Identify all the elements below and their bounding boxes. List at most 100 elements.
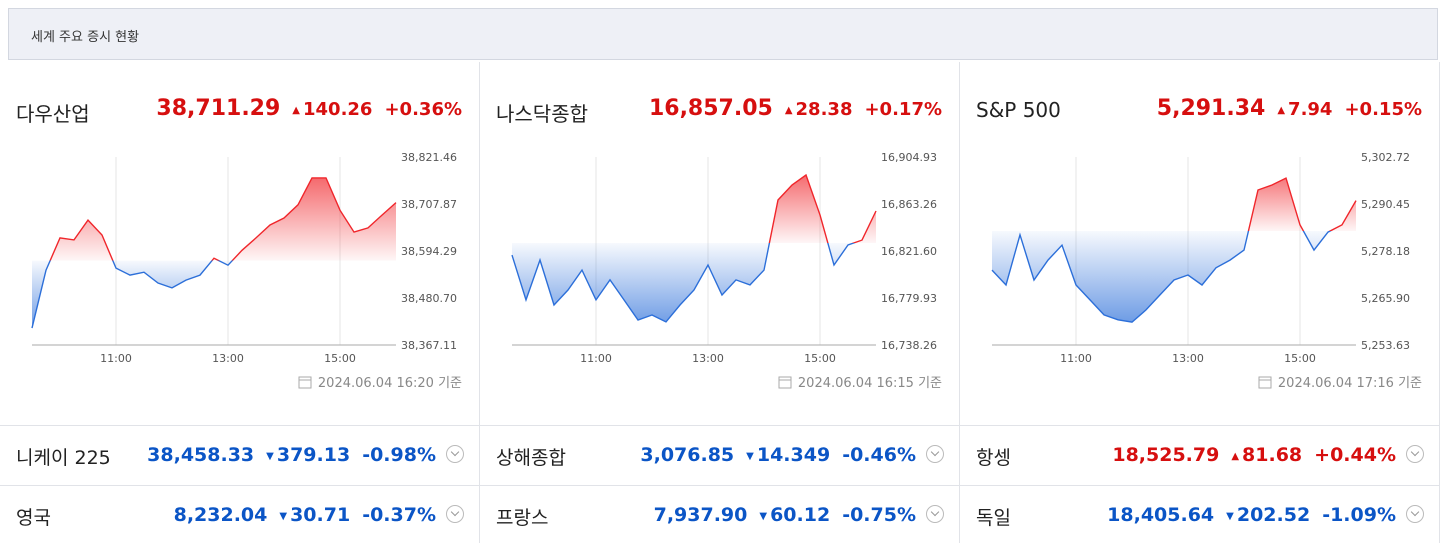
x-tick-label: 13:00 <box>1172 352 1204 365</box>
price: 8,232.04 <box>173 504 268 526</box>
index-row: 상해종합 3,076.85 ▼ 14.349 -0.46% <box>480 425 960 485</box>
down-arrow: ▼ <box>1226 511 1234 522</box>
y-tick-label: 5,290.45 <box>1361 198 1410 211</box>
icon-shape <box>778 376 792 388</box>
quote: 5,291.34 ▲ 7.94 +0.15% <box>1157 96 1422 121</box>
expand-button[interactable] <box>446 445 464 463</box>
change-value: 379.13 <box>276 444 351 466</box>
up-arrow: ▲ <box>1231 451 1240 462</box>
chart: 11:00 13:00 15:00 5,302.72 5,290.45 5,278.18 5… <box>991 151 1410 365</box>
header-title: 세계 주요 증시 현황 <box>31 30 140 45</box>
index-name: 나스닥종합 <box>496 102 588 126</box>
change: ▼ 60.12 <box>759 504 830 526</box>
change-value: 60.12 <box>770 504 831 526</box>
y-tick-label: 38,594.29 <box>401 245 457 258</box>
area <box>992 178 1356 323</box>
index-row: 항셍 18,525.79 ▲ 81.68 +0.44% <box>960 425 1440 485</box>
line <box>991 177 1357 323</box>
area <box>32 177 396 329</box>
change-value: 81.68 <box>1242 444 1303 466</box>
expand-button[interactable] <box>926 445 944 463</box>
y-tick-label: 16,821.60 <box>881 245 937 258</box>
y-tick-label: 38,367.11 <box>401 339 457 352</box>
change-value: 28.38 <box>795 99 853 120</box>
up-arrow: ▲ <box>784 105 793 116</box>
header: 세계 주요 증시 현황 <box>8 8 1438 60</box>
y-tick-label: 5,253.63 <box>1361 339 1410 352</box>
change: ▲ 81.68 <box>1231 444 1302 466</box>
y-tick-label: 16,738.26 <box>881 339 937 352</box>
change-value: 7.94 <box>1288 99 1333 120</box>
index-name: 상해종합 <box>496 447 566 469</box>
line <box>31 177 397 329</box>
change-pct: -0.46% <box>842 444 916 466</box>
index-name: 항셍 <box>976 447 1011 469</box>
up-arrow: ▲ <box>292 105 300 116</box>
index-name: 영국 <box>16 507 51 529</box>
expand-button[interactable] <box>446 505 464 523</box>
price: 7,937.90 <box>653 504 748 526</box>
updated-time: 2024.06.04 16:15 기준 <box>797 376 942 391</box>
x-tick-label: 13:00 <box>692 352 724 365</box>
index-panel: 나스닥종합 16,857.05 ▲ 28.38 +0.17% 11:00 13:00 15:0… <box>480 62 960 425</box>
index-row: 영국 8,232.04 ▼ 30.71 -0.37% <box>0 485 480 543</box>
change: ▲ 28.38 <box>785 99 853 120</box>
icon-shape <box>298 376 312 388</box>
change-pct: -1.09% <box>1322 504 1396 526</box>
chart: 11:00 13:00 15:00 16,904.93 16,863.26 16,821.… <box>511 151 937 365</box>
index-panel: S&P 500 5,291.34 ▲ 7.94 +0.15% 11:00 13:00 15:0… <box>960 62 1440 425</box>
change-pct: +0.44% <box>1314 444 1396 466</box>
change-pct: -0.75% <box>842 504 916 526</box>
index-row: 니케이 225 38,458.33 ▼ 379.13 -0.98% <box>0 425 480 485</box>
down-arrow: ▼ <box>759 511 768 522</box>
x-tick-label: 11:00 <box>580 352 612 365</box>
quote: 16,857.05 ▲ 28.38 +0.17% <box>649 96 942 121</box>
x-tick-label: 15:00 <box>804 352 836 365</box>
expand-button[interactable] <box>1406 445 1424 463</box>
price: 38,711.29 <box>156 96 281 121</box>
y-tick-label: 16,904.93 <box>881 151 937 164</box>
timestamp: 2024.06.04 17:16 기준 <box>1258 372 1422 391</box>
updated-time: 2024.06.04 16:20 기준 <box>317 376 462 391</box>
change: ▼ 202.52 <box>1226 504 1310 526</box>
change-value: 140.26 <box>303 99 373 120</box>
price: 18,405.64 <box>1107 504 1215 526</box>
index-name: 니케이 225 <box>16 447 111 469</box>
change: ▼ 379.13 <box>266 444 350 466</box>
index-row: 독일 18,405.64 ▼ 202.52 -1.09% <box>960 485 1440 543</box>
change-value: 30.71 <box>290 504 351 526</box>
expand-button[interactable] <box>1406 505 1424 523</box>
x-tick-label: 15:00 <box>1284 352 1316 365</box>
y-tick-label: 5,302.72 <box>1361 151 1410 164</box>
quote: 3,076.85 ▼ 14.349 -0.46% <box>640 444 916 466</box>
change-pct: -0.98% <box>362 444 436 466</box>
quote: 7,937.90 ▼ 60.12 -0.75% <box>654 504 916 526</box>
index-name: 독일 <box>976 507 1011 529</box>
calendar-icon <box>778 376 792 388</box>
quote: 8,232.04 ▼ 30.71 -0.37% <box>174 504 436 526</box>
index-row: 프랑스 7,937.90 ▼ 60.12 -0.75% <box>480 485 960 543</box>
y-tick-label: 16,863.26 <box>881 198 937 211</box>
timestamp: 2024.06.04 16:20 기준 <box>298 372 462 391</box>
change-value: 14.349 <box>756 444 831 466</box>
quote: 18,525.79 ▲ 81.68 +0.44% <box>1112 444 1396 466</box>
y-tick-label: 38,821.46 <box>401 151 457 164</box>
price: 3,076.85 <box>640 444 735 466</box>
index-name: 다우산업 <box>16 102 90 126</box>
area <box>512 175 876 322</box>
change-pct: +0.17% <box>864 99 942 120</box>
change-value: 202.52 <box>1236 504 1311 526</box>
y-tick-label: 5,278.18 <box>1361 245 1410 258</box>
quote: 38,458.33 ▼ 379.13 -0.98% <box>147 444 436 466</box>
change: ▼ 14.349 <box>746 444 830 466</box>
change: ▼ 30.71 <box>279 504 350 526</box>
calendar-icon <box>1258 376 1272 388</box>
updated-time: 2024.06.04 17:16 기준 <box>1277 376 1422 391</box>
down-arrow: ▼ <box>746 451 754 462</box>
x-tick-label: 11:00 <box>100 352 132 365</box>
expand-button[interactable] <box>926 505 944 523</box>
change-pct: +0.36% <box>384 99 462 120</box>
index-panel: 다우산업 38,711.29 ▲ 140.26 +0.36% 11:00 13:00 15:0… <box>0 62 480 425</box>
index-name: S&P 500 <box>976 98 1061 122</box>
